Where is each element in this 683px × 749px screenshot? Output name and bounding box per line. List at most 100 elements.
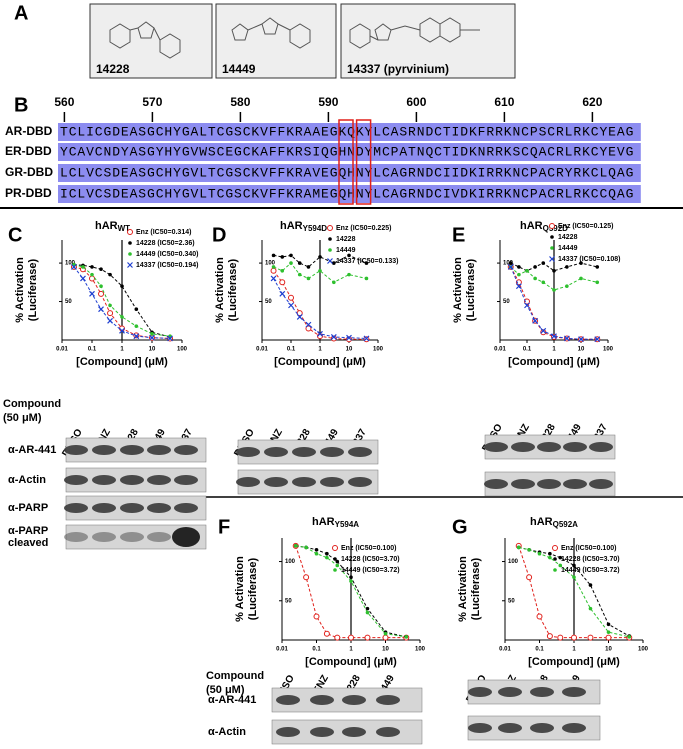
- data-point: [107, 317, 113, 324]
- data-point: [594, 336, 601, 343]
- legend-marker: [327, 225, 333, 231]
- data-point: [279, 279, 286, 286]
- blot-band: [92, 445, 116, 455]
- y-tick-label: 50: [508, 598, 515, 604]
- data-point: [606, 622, 611, 627]
- data-point: [532, 317, 539, 324]
- blot-band: [511, 442, 535, 452]
- compound-name: 14337 (pyrvinium): [347, 62, 449, 76]
- x-tick-label: 10: [346, 347, 353, 353]
- data-point: [536, 613, 543, 620]
- blot-band: [147, 475, 171, 485]
- structure-drawings: [109, 17, 480, 59]
- legend-marker: [128, 252, 132, 256]
- data-point: [306, 265, 311, 269]
- panel-label: E: [452, 224, 465, 246]
- data-point: [303, 574, 310, 581]
- data-point: [558, 555, 563, 560]
- position-label: 560: [54, 95, 74, 109]
- blot-band: [64, 475, 88, 485]
- row-label: α-Actin: [208, 726, 246, 738]
- legend-label: 14228: [336, 236, 356, 243]
- alignment-highlight: [58, 143, 641, 161]
- legend-marker: [550, 246, 554, 250]
- legend-marker: [128, 241, 132, 245]
- legend-label: 14228 (IC50=3.70): [341, 556, 400, 563]
- legend-marker: [553, 557, 557, 561]
- data-point: [279, 290, 286, 297]
- x-tick-label: 0.1: [88, 347, 97, 353]
- data-point: [81, 265, 85, 269]
- y-tick-label: 50: [503, 299, 510, 305]
- blot-band: [562, 723, 586, 733]
- x-tick-label: 1: [120, 347, 124, 353]
- blot-band: [511, 479, 535, 489]
- data-point: [271, 265, 276, 269]
- data-point: [335, 559, 340, 564]
- data-point: [541, 280, 546, 285]
- data-point: [524, 302, 530, 309]
- blot-band: [537, 479, 561, 489]
- data-point: [108, 272, 112, 277]
- data-point: [540, 327, 547, 334]
- legend-label: 14337 (IC50=0.194): [136, 262, 198, 269]
- data-point: [314, 551, 319, 556]
- blot-band: [563, 442, 587, 452]
- chart-title: hARY594A: [312, 516, 359, 529]
- data-point: [364, 261, 369, 265]
- legend-label: 14337 (IC50=0.108): [558, 256, 620, 263]
- blot-band: [174, 445, 198, 455]
- alignment-row-name: PR-DBD: [5, 186, 52, 200]
- compound-label: (50 μM): [3, 412, 42, 424]
- legend-label: Enz (IC50=0.100): [561, 545, 616, 552]
- data-point: [546, 633, 553, 640]
- data-point: [588, 583, 593, 587]
- x-axis-label: [Compound] (μM): [76, 356, 168, 368]
- data-point: [288, 294, 294, 301]
- blot-band: [64, 503, 88, 513]
- data-point: [305, 321, 312, 328]
- position-label: 570: [142, 95, 162, 109]
- x-tick-label: 0.1: [312, 647, 321, 653]
- blot-band: [236, 447, 260, 457]
- blot-band: [310, 727, 334, 737]
- legend-marker: [549, 256, 555, 262]
- data-point: [332, 280, 336, 285]
- blot-band: [498, 687, 522, 697]
- blot-band: [92, 503, 116, 513]
- blot-band: [92, 475, 116, 485]
- data-point: [318, 268, 322, 273]
- blot-band: [120, 532, 144, 542]
- row-label: α-AR-441: [208, 694, 256, 706]
- data-point: [293, 544, 298, 548]
- data-point: [527, 547, 531, 552]
- data-point: [98, 306, 104, 313]
- fit-curve: [273, 278, 367, 339]
- residue-box: [338, 119, 354, 205]
- blot-band: [320, 477, 344, 487]
- chart-title-main: hAR: [520, 220, 543, 232]
- x-tick-label: 0.01: [494, 347, 506, 353]
- blot-band: [589, 479, 613, 489]
- x-tick-label: 10: [382, 647, 389, 653]
- data-point: [524, 298, 530, 305]
- x-tick-label: 0.01: [256, 347, 268, 353]
- blot-band: [147, 503, 171, 513]
- x-tick-label: 0.1: [523, 347, 532, 353]
- panel-label: B: [14, 94, 28, 116]
- data-point: [288, 302, 294, 309]
- blot-band: [310, 695, 334, 705]
- data-point: [305, 325, 312, 332]
- legend-marker: [328, 237, 332, 241]
- fit-curve: [273, 254, 367, 268]
- data-point: [119, 327, 125, 334]
- data-point: [335, 563, 340, 568]
- y-tick-label: 50: [285, 598, 292, 604]
- data-point: [120, 284, 124, 288]
- data-point: [149, 334, 155, 341]
- data-point: [383, 631, 388, 636]
- x-tick-label: 0.1: [287, 347, 296, 353]
- y-tick-label: 50: [65, 299, 72, 305]
- alignment-highlight: [58, 164, 641, 182]
